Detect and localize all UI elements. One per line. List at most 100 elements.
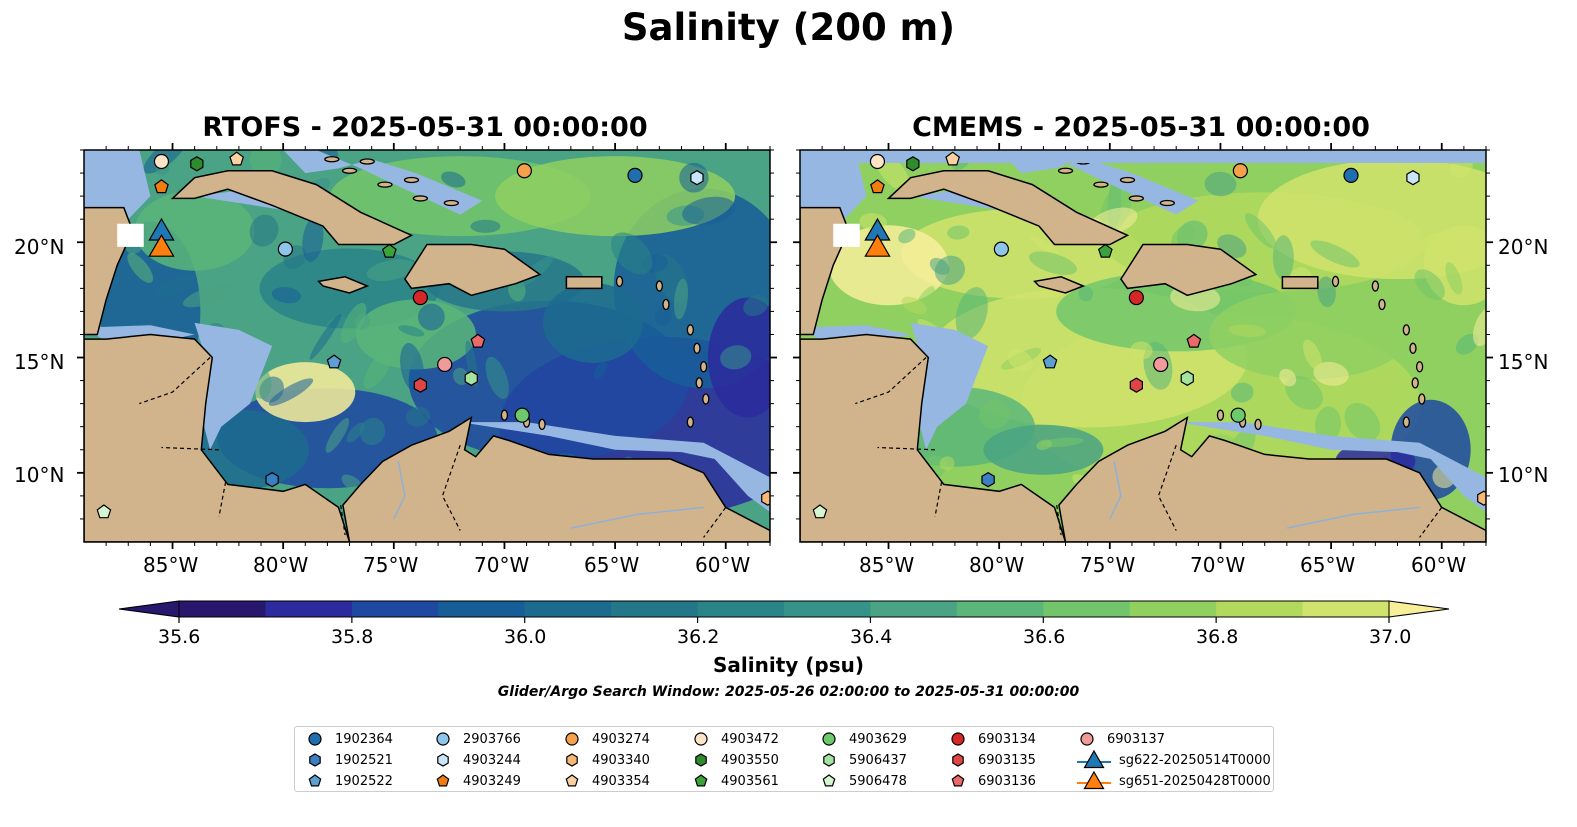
lat-tick-label: 10°N bbox=[14, 463, 65, 487]
island bbox=[1402, 416, 1410, 428]
hexagon-marker bbox=[952, 753, 964, 767]
eddy bbox=[485, 356, 509, 399]
country-border bbox=[877, 446, 936, 451]
hexagon-marker bbox=[309, 753, 321, 767]
country-border bbox=[934, 481, 943, 517]
pentagon-marker-icon bbox=[951, 774, 965, 787]
country-border bbox=[1419, 507, 1443, 538]
platform-4903244 bbox=[1406, 170, 1420, 186]
eddy bbox=[901, 296, 927, 315]
shallow-shelf bbox=[800, 150, 867, 220]
legend-item: 5906437 bbox=[817, 751, 907, 769]
legend-label: 1902521 bbox=[335, 752, 393, 768]
shallow-shelf bbox=[283, 150, 483, 215]
missing-data bbox=[117, 223, 144, 247]
island bbox=[538, 418, 546, 431]
country-border bbox=[855, 357, 927, 405]
lon-tick-label: 65°W bbox=[584, 553, 640, 577]
platform-4903550 bbox=[906, 156, 920, 172]
platform-4903274 bbox=[516, 163, 532, 179]
colorbar-extend-high bbox=[1388, 600, 1450, 618]
platform-4903354 bbox=[229, 151, 245, 166]
eddy bbox=[1231, 382, 1254, 403]
legend: 1902364 1902521 1902522 2903766 4903244 49032… bbox=[294, 726, 1274, 792]
platform-4903340 bbox=[1477, 490, 1486, 506]
island bbox=[702, 393, 710, 405]
river bbox=[1109, 461, 1122, 520]
island bbox=[699, 361, 708, 373]
legend-item: 4903561 bbox=[689, 772, 779, 790]
lon-tick-label: 70°W bbox=[474, 553, 530, 577]
legend-item: 1902364 bbox=[303, 730, 393, 748]
lat-tick-label: 15°N bbox=[14, 350, 65, 374]
platform-6903137 bbox=[437, 356, 453, 373]
pentagon-marker bbox=[951, 774, 965, 787]
platform-4903244 bbox=[690, 170, 704, 186]
platform-4903472 bbox=[869, 153, 886, 170]
country-border bbox=[340, 505, 346, 536]
eddy bbox=[1317, 276, 1336, 308]
platform-2903766 bbox=[277, 241, 293, 257]
eddy bbox=[1344, 402, 1381, 442]
eddy bbox=[1285, 375, 1323, 410]
colorbar-tick-label: 35.8 bbox=[331, 626, 374, 648]
circle-marker bbox=[1080, 732, 1094, 746]
cmems-map-title: CMEMS - 2025-05-31 00:00:00 bbox=[912, 112, 1370, 143]
lat-tick-label: 20°N bbox=[14, 235, 65, 259]
eddy bbox=[682, 196, 736, 225]
pentagon-marker bbox=[694, 774, 708, 787]
colorbar-segment bbox=[697, 601, 785, 617]
legend-label: 6903135 bbox=[978, 752, 1036, 768]
island bbox=[1331, 275, 1340, 288]
circle-marker-icon bbox=[694, 732, 708, 746]
lon-tick-label: 70°W bbox=[1190, 553, 1246, 577]
pentagon-marker bbox=[308, 774, 322, 787]
platform-6903134 bbox=[412, 289, 428, 306]
eddy bbox=[363, 351, 392, 389]
shallow-shelf bbox=[910, 189, 1044, 227]
platform-4903472 bbox=[153, 153, 170, 170]
land-cuba bbox=[886, 170, 1130, 246]
legend-label: 4903274 bbox=[592, 731, 650, 747]
pentagon-marker-icon bbox=[565, 774, 579, 787]
no-data-strip bbox=[800, 150, 1486, 163]
eddy bbox=[1355, 374, 1404, 391]
eddy bbox=[418, 303, 445, 331]
colorbar-segment bbox=[1043, 601, 1131, 617]
lon-tick-label: 80°W bbox=[969, 553, 1025, 577]
river bbox=[1286, 506, 1420, 529]
eddy bbox=[1078, 285, 1094, 302]
country-border bbox=[139, 357, 211, 405]
island bbox=[1093, 181, 1109, 188]
lon-tick-label: 85°W bbox=[143, 553, 199, 577]
colorbar-tick-label: 36.4 bbox=[850, 626, 893, 648]
eddy bbox=[593, 362, 607, 380]
country-border bbox=[161, 446, 220, 451]
eddy bbox=[1472, 307, 1486, 347]
platform-1902521 bbox=[265, 472, 279, 488]
platform-1902522 bbox=[1042, 354, 1058, 369]
legend-item: sg651-20250428T0000 bbox=[1075, 770, 1271, 790]
circle-marker-icon bbox=[308, 732, 322, 746]
salinity-patch bbox=[1208, 289, 1409, 380]
legend-label: sg622-20250514T0000 bbox=[1119, 752, 1271, 768]
eddy bbox=[156, 274, 196, 297]
platform-4903550 bbox=[190, 156, 204, 172]
pentagon-marker-icon bbox=[308, 774, 322, 787]
legend-item: 1902522 bbox=[303, 772, 393, 790]
island bbox=[1378, 298, 1386, 311]
legend-item: sg622-20250514T0000 bbox=[1075, 749, 1271, 769]
eddy bbox=[127, 252, 154, 283]
platform-2903766 bbox=[993, 241, 1009, 257]
land-puertorico bbox=[565, 276, 603, 290]
legend-label: 4903340 bbox=[592, 752, 650, 768]
eddy bbox=[1244, 213, 1277, 249]
circle-marker bbox=[951, 732, 965, 746]
land-cuba bbox=[170, 170, 414, 246]
land-jamaica bbox=[317, 276, 370, 294]
platform-4903249 bbox=[870, 179, 885, 194]
pentagon-marker bbox=[822, 774, 836, 787]
shallow-shelf bbox=[910, 322, 989, 450]
eddy bbox=[249, 214, 279, 247]
